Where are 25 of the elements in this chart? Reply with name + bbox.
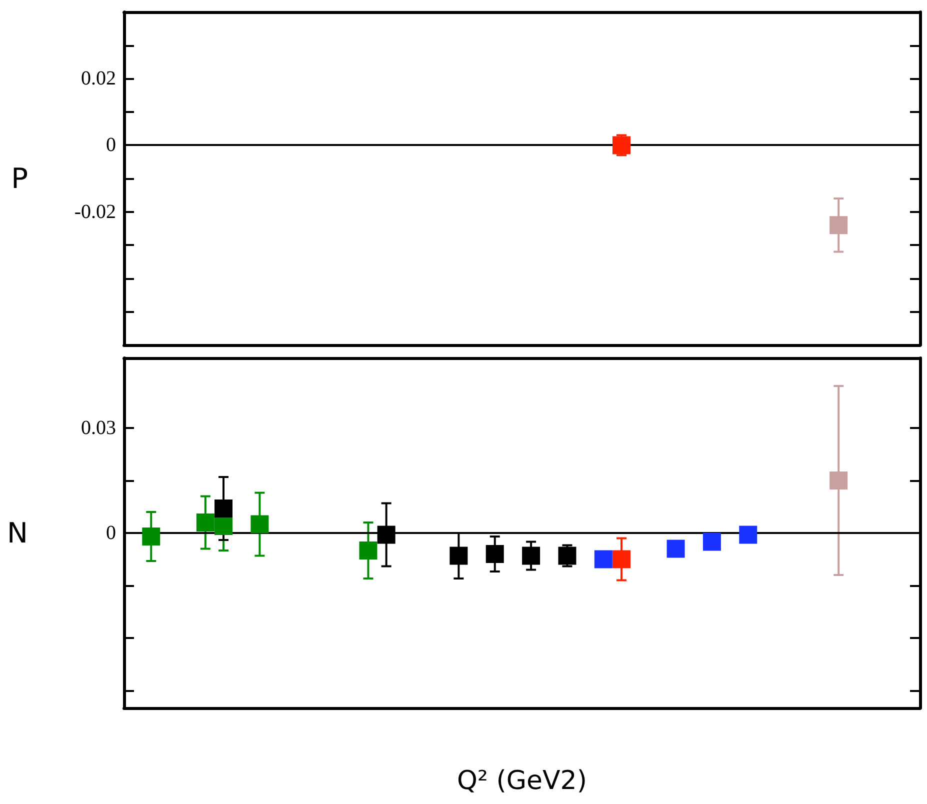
point [558,546,576,565]
point [450,546,468,565]
y-axis-title: N [7,516,28,550]
point [594,550,612,568]
point [486,545,504,563]
y-tick-label: 0 [106,134,116,156]
point [250,515,269,534]
point [214,500,232,518]
point [142,528,160,546]
y-tick-label: -0.02 [74,200,116,223]
point [702,532,721,551]
x-axis-title: Q² (GeV2) [457,766,587,796]
point [214,517,232,535]
point [739,526,758,544]
point [196,514,214,532]
point [612,550,630,568]
point [522,546,540,565]
y-tick-label: 0.02 [81,68,116,90]
point [359,542,378,560]
point [666,540,685,558]
point [377,526,396,544]
y-tick-label: 0.03 [81,417,116,439]
point [830,472,848,490]
y-tick-label: 0 [106,522,116,544]
y-axis-title: P [11,162,28,195]
